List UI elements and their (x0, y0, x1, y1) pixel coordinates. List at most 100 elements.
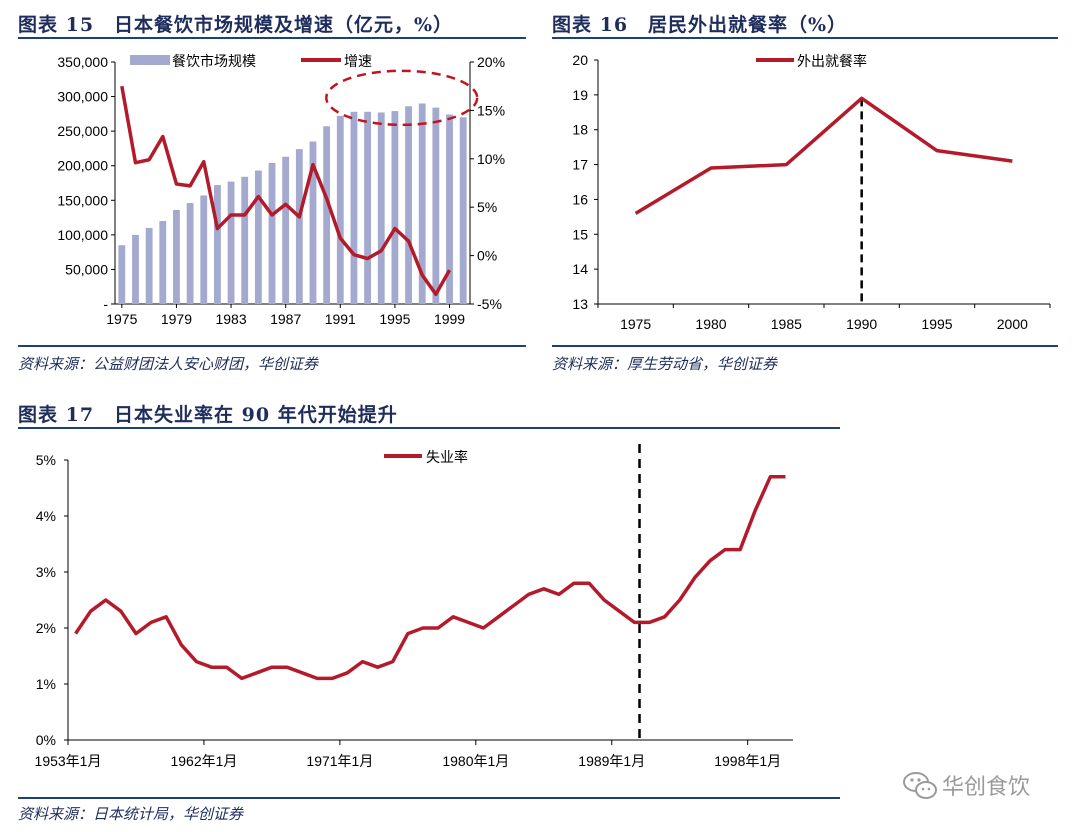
fig15-bar (241, 176, 249, 304)
fig17-x-tick-label: 1980年1月 (442, 753, 509, 769)
fig17-x-tick-label: 1971年1月 (306, 753, 373, 769)
fig15-right-tick-label: 5% (477, 199, 497, 215)
fig15-x-tick-label: 1995 (379, 311, 410, 327)
fig15-bar (336, 115, 344, 304)
fig16-x-tick-label: 1985 (771, 316, 802, 332)
fig15-bar (377, 112, 385, 304)
fig16-source: 资料来源：厚生劳动省，华创证券 (552, 355, 778, 373)
fig16-title: 图表 16 居民外出就餐率（%） (552, 14, 848, 36)
fig17-y-tick-label: 1% (36, 676, 56, 692)
fig15-bar (145, 227, 153, 304)
fig15-bar (173, 209, 180, 304)
fig15-chart: - 50,000 100,000 150,000 200,000 250,000 300,0… (57, 53, 505, 327)
fig17-x-tick-label: 1962年1月 (170, 753, 237, 769)
fig15-x-tick-label: 1979 (161, 311, 192, 327)
fig15-left-tick-label: 50,000 (65, 261, 108, 277)
fig17-y-tick-label: 4% (36, 508, 56, 524)
fig15-bar (309, 141, 317, 304)
fig15-growth-line (120, 85, 452, 297)
fig15-bar (227, 181, 235, 304)
fig15-bar (159, 221, 167, 304)
fig16-chart: 13 14 15 16 17 18 19 20 1975 1980 1985 1990 1995 2000… (572, 52, 1051, 332)
fig15-bar (118, 245, 126, 304)
fig16-y-tick-label: 16 (572, 191, 588, 207)
fig17-y-tick-label: 2% (36, 620, 56, 636)
fig16-x-tick-label: 2000 (997, 316, 1028, 332)
fig16-y-tick-label: 18 (572, 122, 588, 138)
fig15-right-tick-label: 0% (477, 248, 497, 264)
fig15-bar (459, 117, 467, 304)
fig15-x-tick-label: 1983 (215, 311, 246, 327)
watermark-logo: 华创食饮 (900, 766, 1060, 806)
fig15-bottom-rule (18, 345, 526, 347)
fig15-legend-bar-swatch (130, 55, 170, 65)
fig15-source: 资料来源：公益财团法人安心财团，华创证券 (18, 355, 319, 373)
fig15-bar (350, 111, 358, 304)
fig16-x-tick-label: 1995 (921, 316, 952, 332)
fig15-top-rule (18, 37, 526, 39)
fig15-bar (282, 156, 290, 304)
fig15-bar (418, 103, 426, 304)
fig16-top-rule (552, 37, 1058, 39)
fig15-left-tick-label: - (103, 296, 108, 312)
fig16-series-line (634, 96, 1013, 215)
fig15-bar (391, 111, 399, 304)
fig15-bar (432, 107, 440, 305)
fig15-legend-bar-label: 餐饮市场规模 (172, 53, 256, 69)
fig15-bar (186, 203, 194, 304)
fig16-y-tick-label: 14 (572, 261, 588, 277)
fig15-highlight-ellipse (325, 69, 479, 127)
fig15-left-tick-label: 100,000 (57, 227, 108, 243)
fig17-top-rule (18, 427, 840, 429)
fig15-bar (364, 111, 372, 304)
fig17-legend-label: 失业率 (426, 449, 468, 465)
fig15-legend-line-label: 增速 (344, 53, 372, 69)
fig15-right-tick-label: 15% (477, 102, 505, 118)
fig17-y-tick-label: 0% (36, 732, 56, 748)
fig15-left-tick-label: 150,000 (57, 192, 108, 208)
fig15-bar (323, 126, 331, 304)
fig15-bar (446, 114, 453, 304)
fig16-y-tick-label: 19 (572, 87, 588, 103)
fig15-bar (132, 234, 139, 304)
fig17-bottom-rule (18, 797, 840, 799)
fig15-bar (254, 170, 262, 304)
fig17-source: 资料来源：日本统计局，华创证券 (18, 805, 244, 823)
fig16-y-tick-label: 15 (572, 226, 588, 242)
fig16-y-tick-label: 13 (572, 296, 588, 312)
fig17-title: 图表 17 日本失业率在 90 年代开始提升 (18, 404, 398, 426)
fig17-x-tick-label: 1953年1月 (35, 753, 102, 769)
fig17-y-tick-label: 3% (36, 564, 56, 580)
fig15-left-tick-label: 200,000 (57, 158, 108, 174)
fig15-bar (200, 195, 208, 304)
fig15-left-tick-label: 300,000 (57, 89, 108, 105)
fig16-x-tick-label: 1980 (695, 316, 726, 332)
fig16-bottom-rule (552, 345, 1058, 347)
fig15-right-tick-label: 10% (477, 151, 505, 167)
fig15-bar (268, 162, 276, 304)
fig15-left-tick-label: 250,000 (57, 123, 108, 139)
fig15-x-tick-label: 1999 (434, 311, 465, 327)
fig16-x-tick-label: 1975 (620, 316, 651, 332)
wechat-icon: 华创食饮 (903, 772, 1030, 799)
fig17-y-tick-label: 5% (36, 452, 56, 468)
fig17-x-tick-label: 1989年1月 (578, 753, 645, 769)
fig15-right-tick-label: -5% (477, 296, 502, 312)
fig15-right-tick-label: 20% (477, 54, 505, 70)
fig15-bar (405, 106, 412, 304)
fig15-left-tick-label: 350,000 (57, 54, 108, 70)
fig15-x-tick-label: 1991 (325, 311, 356, 327)
fig17-chart: 0% 1% 2% 3% 4% 5% 1953年1月 1962年1月 1971年1月 1980年1月… (35, 444, 793, 769)
fig16-y-tick-label: 17 (572, 157, 588, 173)
fig15-x-tick-label: 1987 (270, 311, 301, 327)
watermark-text: 华创食饮 (942, 774, 1030, 799)
fig16-y-tick-label: 20 (572, 52, 588, 68)
fig15-bar (295, 149, 303, 304)
fig16-x-tick-label: 1990 (846, 316, 877, 332)
fig15-title: 图表 15 日本餐饮市场规模及增速（亿元，%） (18, 14, 454, 36)
fig16-legend-label: 外出就餐率 (797, 53, 867, 69)
fig17-series-line (74, 475, 786, 681)
fig15-bar (213, 185, 221, 304)
fig15-x-tick-label: 1975 (106, 311, 137, 327)
fig17-x-tick-label: 1998年1月 (714, 753, 781, 769)
